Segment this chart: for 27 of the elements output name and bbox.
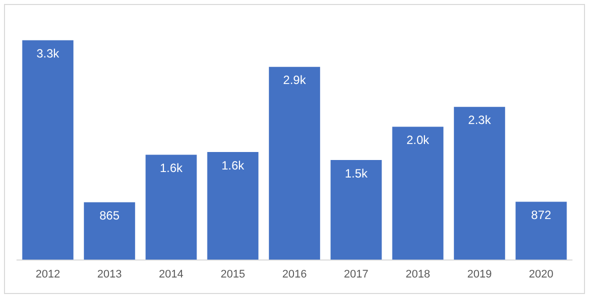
bar [516, 202, 567, 260]
x-tick-label: 2015 [220, 268, 246, 280]
data-label: 1.6k [221, 158, 246, 172]
bar [22, 40, 74, 260]
data-label: 3.3k [36, 46, 60, 61]
x-tick-label: 2014 [158, 268, 184, 280]
data-label: 865 [99, 208, 120, 223]
x-tick-label: 2016 [282, 268, 307, 280]
data-label: 1.5k [344, 166, 369, 180]
x-tick-label: 2012 [36, 268, 60, 280]
bar [330, 160, 382, 260]
data-label: 872 [531, 208, 552, 222]
data-label: 2.9k [283, 73, 307, 88]
x-tick-label: 2017 [344, 268, 368, 280]
bar [268, 66, 320, 260]
x-tick-label: 2019 [467, 268, 492, 280]
data-label: 1.6k [160, 161, 184, 176]
bar [392, 126, 444, 260]
x-tick-label: 2020 [528, 268, 554, 280]
data-label: 2.0k [406, 133, 430, 148]
x-tick-label: 2013 [97, 268, 122, 280]
data-label: 2.3k [468, 113, 492, 128]
bar [84, 202, 136, 260]
bar [454, 106, 506, 260]
x-tick-label: 2018 [406, 268, 430, 280]
bar [207, 152, 258, 260]
bar [146, 154, 197, 260]
